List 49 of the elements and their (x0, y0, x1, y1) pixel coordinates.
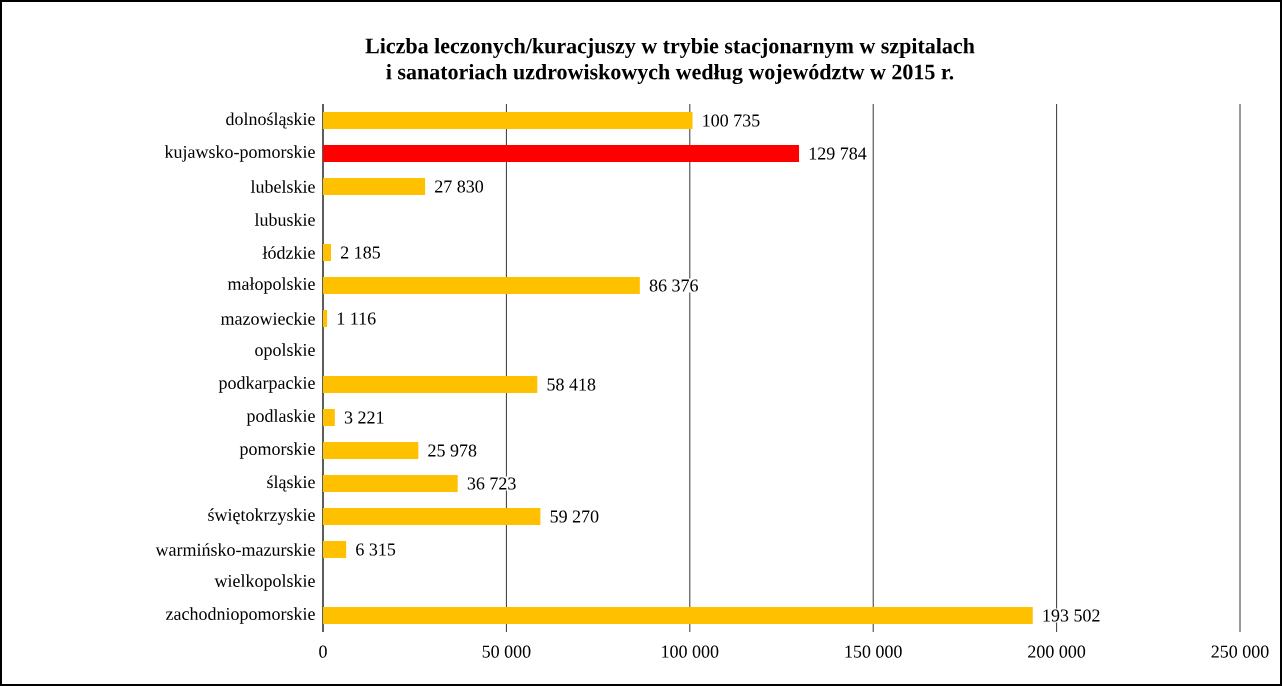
y-tick-label: lubuskie (254, 213, 315, 226)
bar (323, 508, 541, 526)
x-tick-label: 150 000 (845, 645, 902, 658)
bar (323, 310, 328, 328)
bar (323, 376, 538, 394)
data-label: 36 723 (467, 477, 516, 490)
y-tick-label: pomorskie (239, 442, 315, 459)
y-tick-label: łódzkie (262, 246, 315, 259)
bar (323, 277, 640, 294)
data-label: 3 221 (344, 411, 384, 424)
x-tick-label: 100 000 (662, 645, 719, 658)
y-tick-label: podkarpackie (218, 376, 315, 393)
y-tick-label: wielkopolskie (214, 574, 315, 591)
bar (323, 244, 332, 262)
data-label: 58 418 (547, 378, 596, 391)
y-tick-label: warmińsko-mazurskie (155, 543, 315, 556)
data-label: 1 116 (337, 312, 376, 325)
bar (323, 409, 335, 426)
bar (323, 112, 693, 129)
data-label: 2 185 (341, 246, 380, 259)
bar (323, 541, 347, 559)
x-tick-label: 0 (319, 645, 327, 658)
y-tick-label: kujawsko-pomorskie (164, 145, 315, 162)
y-tick-label: dolnośląskie (226, 112, 315, 129)
y-tick-label: mazowieckie (220, 312, 315, 325)
chart-title: Liczba leczonych/kuracjuszy w trybie stacjonarnym w szpitalach i sanatoriach uzdrowiskowych według województw w 2015 r. (365, 37, 975, 85)
x-tick-label: 250 000 (1211, 645, 1269, 658)
y-tick-label: zachodniopomorskie (166, 607, 315, 624)
bar (323, 475, 458, 493)
data-label: 25 978 (428, 444, 477, 457)
data-label: 86 376 (649, 279, 698, 292)
y-tick-label: świętokrzyskie (208, 508, 315, 525)
data-label: 59 270 (550, 510, 599, 523)
y-tick-label: opolskie (255, 343, 315, 360)
data-label: 129 784 (809, 147, 867, 160)
y-tick-label: lubelskie (250, 180, 315, 193)
y-tick-label: małopolskie (227, 277, 315, 294)
y-tick-label: śląskie (267, 475, 315, 492)
bar (323, 607, 1033, 625)
data-label: 193 502 (1043, 609, 1100, 622)
data-label: 100 735 (703, 114, 760, 127)
data-label: 27 830 (435, 180, 484, 193)
bar (323, 442, 419, 460)
y-tick-label: podlaskie (246, 409, 315, 426)
bar (323, 145, 800, 162)
x-tick-label: 200 000 (1028, 645, 1086, 658)
data-label: 6 315 (356, 543, 396, 556)
x-tick-label: 50 000 (482, 645, 531, 658)
bar (323, 178, 426, 196)
